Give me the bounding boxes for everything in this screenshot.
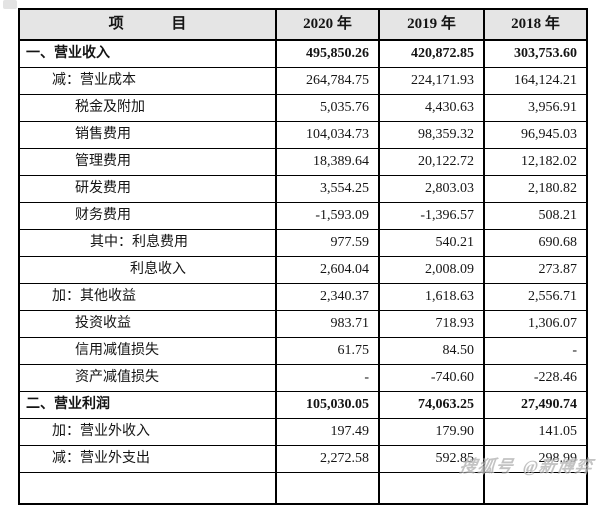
row-label: 加：营业外收入 (18, 418, 277, 446)
table-row: 减：营业外支出 2,272.58 592.85 298.99 (18, 445, 588, 473)
row-value-2018: 273.87 (483, 256, 588, 284)
row-value-2018: 298.99 (483, 445, 588, 473)
clipped-partial-row (18, 472, 588, 504)
row-value-2020: 977.59 (275, 229, 380, 257)
row-value-2019: 1,618.63 (378, 283, 485, 311)
row-value-2018: - (483, 337, 588, 365)
row-label: 减：营业成本 (18, 67, 277, 95)
row-value-2018: 690.68 (483, 229, 588, 257)
row-value-2019: -740.60 (378, 364, 485, 392)
row-value-2018: 96,945.03 (483, 121, 588, 149)
table-header: 项 目 2020 年 2019 年 2018 年 (18, 8, 588, 41)
row-value-2020: 2,604.04 (275, 256, 380, 284)
row-value-2018: 164,124.21 (483, 67, 588, 95)
row-label: 信用减值损失 (18, 337, 277, 365)
row-value-2018: 508.21 (483, 202, 588, 230)
row-value-2019: 592.85 (378, 445, 485, 473)
income-statement-table: 项 目 2020 年 2019 年 2018 年 一、营业收入 495,850.… (18, 8, 588, 505)
row-label: 研发费用 (18, 175, 277, 203)
row-value-2020: 495,850.26 (275, 39, 380, 68)
row-label: 减：营业外支出 (18, 445, 277, 473)
partial-cell (275, 472, 380, 504)
row-label: 利息收入 (18, 256, 277, 284)
table-row: 管理费用 18,389.64 20,122.72 12,182.02 (18, 148, 588, 176)
table-row: 加：其他收益 2,340.37 1,618.63 2,556.71 (18, 283, 588, 311)
row-label: 资产减值损失 (18, 364, 277, 392)
row-value-2019: 718.93 (378, 310, 485, 338)
row-value-2019: 4,430.63 (378, 94, 485, 122)
row-label: 税金及附加 (18, 94, 277, 122)
table-body: 一、营业收入 495,850.26 420,872.85 303,753.60 … (18, 39, 588, 473)
row-value-2019: 540.21 (378, 229, 485, 257)
table-row: 其中：利息费用 977.59 540.21 690.68 (18, 229, 588, 257)
row-label: 财务费用 (18, 202, 277, 230)
row-value-2020: 104,034.73 (275, 121, 380, 149)
row-value-2020: 983.71 (275, 310, 380, 338)
header-row: 项 目 2020 年 2019 年 2018 年 (18, 8, 588, 41)
row-value-2019: -1,396.57 (378, 202, 485, 230)
row-value-2020: 264,784.75 (275, 67, 380, 95)
table-row: 税金及附加 5,035.76 4,430.63 3,956.91 (18, 94, 588, 122)
row-label: 销售费用 (18, 121, 277, 149)
table-row: 加：营业外收入 197.49 179.90 141.05 (18, 418, 588, 446)
row-value-2018: 1,306.07 (483, 310, 588, 338)
table-row: 信用减值损失 61.75 84.50 - (18, 337, 588, 365)
table-row: 投资收益 983.71 718.93 1,306.07 (18, 310, 588, 338)
partial-cell (378, 472, 485, 504)
row-value-2019: 2,008.09 (378, 256, 485, 284)
row-value-2018: 2,180.82 (483, 175, 588, 203)
table-row: 二、营业利润 105,030.05 74,063.25 27,490.74 (18, 391, 588, 419)
table-row: 利息收入 2,604.04 2,008.09 273.87 (18, 256, 588, 284)
table-row: 一、营业收入 495,850.26 420,872.85 303,753.60 (18, 39, 588, 68)
row-value-2019: 2,803.03 (378, 175, 485, 203)
row-value-2018: 27,490.74 (483, 391, 588, 419)
row-value-2020: 2,272.58 (275, 445, 380, 473)
row-label: 投资收益 (18, 310, 277, 338)
scan-artifact (3, 0, 17, 9)
row-value-2018: 2,556.71 (483, 283, 588, 311)
page: { "colors": { "header_bg": "#e5e5e5", "b… (3, 0, 595, 505)
row-value-2020: 2,340.37 (275, 283, 380, 311)
header-year-2018: 2018 年 (483, 8, 588, 41)
table-row: 资产减值损失 - -740.60 -228.46 (18, 364, 588, 392)
row-value-2020: 61.75 (275, 337, 380, 365)
row-value-2020: 105,030.05 (275, 391, 380, 419)
row-label: 管理费用 (18, 148, 277, 176)
header-item: 项 目 (18, 8, 277, 41)
table-partial-row-container (18, 472, 588, 504)
row-label: 其中：利息费用 (18, 229, 277, 257)
header-year-2019: 2019 年 (378, 8, 485, 41)
row-value-2019: 20,122.72 (378, 148, 485, 176)
row-value-2018: 12,182.02 (483, 148, 588, 176)
row-value-2020: 197.49 (275, 418, 380, 446)
table-row: 研发费用 3,554.25 2,803.03 2,180.82 (18, 175, 588, 203)
row-value-2018: -228.46 (483, 364, 588, 392)
partial-cell (483, 472, 588, 504)
header-year-2020: 2020 年 (275, 8, 380, 41)
row-value-2019: 84.50 (378, 337, 485, 365)
row-label: 加：其他收益 (18, 283, 277, 311)
partial-cell (18, 472, 277, 504)
row-value-2019: 179.90 (378, 418, 485, 446)
row-value-2018: 141.05 (483, 418, 588, 446)
table-row: 减：营业成本 264,784.75 224,171.93 164,124.21 (18, 67, 588, 95)
row-label: 二、营业利润 (18, 391, 277, 419)
row-value-2020: 3,554.25 (275, 175, 380, 203)
row-value-2018: 3,956.91 (483, 94, 588, 122)
row-value-2019: 224,171.93 (378, 67, 485, 95)
row-label: 一、营业收入 (18, 39, 277, 68)
row-value-2020: - (275, 364, 380, 392)
row-value-2019: 98,359.32 (378, 121, 485, 149)
row-value-2020: -1,593.09 (275, 202, 380, 230)
row-value-2019: 74,063.25 (378, 391, 485, 419)
table-row: 财务费用 -1,593.09 -1,396.57 508.21 (18, 202, 588, 230)
table-row: 销售费用 104,034.73 98,359.32 96,945.03 (18, 121, 588, 149)
row-value-2019: 420,872.85 (378, 39, 485, 68)
row-value-2018: 303,753.60 (483, 39, 588, 68)
row-value-2020: 18,389.64 (275, 148, 380, 176)
row-value-2020: 5,035.76 (275, 94, 380, 122)
